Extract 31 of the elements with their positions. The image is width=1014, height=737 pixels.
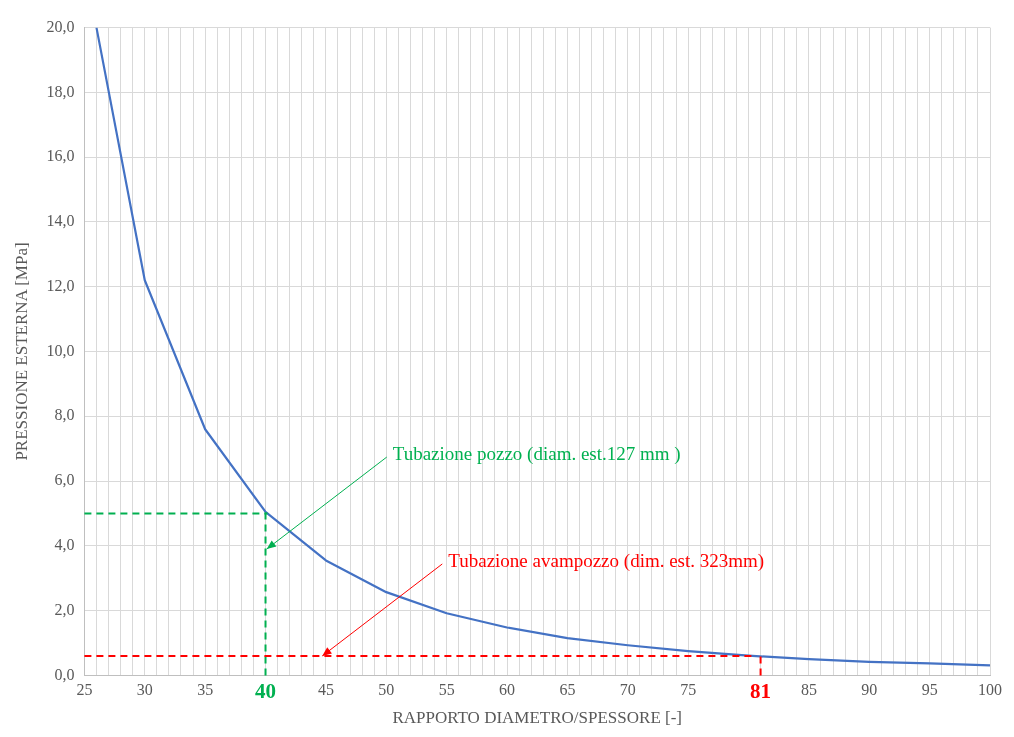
x-tick-label: 25	[76, 681, 93, 699]
x-tick-label: 45	[317, 681, 334, 699]
y-tick-label: 12,0	[46, 276, 75, 294]
y-tick-label: 0,0	[54, 665, 75, 683]
annotation: Tubazione pozzo (diam. est.127 mm )	[392, 443, 681, 466]
ref-line-label: 40	[255, 679, 277, 704]
x-tick-label: 85	[800, 681, 817, 699]
y-axis-title: PRESSIONE ESTERNA [MPa]	[11, 242, 31, 461]
x-tick-label: 90	[861, 681, 878, 699]
y-tick-label: 8,0	[54, 406, 75, 424]
y-tick-label: 16,0	[46, 147, 75, 165]
x-tick-label: 70	[619, 681, 636, 699]
y-tick-label: 10,0	[46, 341, 75, 359]
x-tick-label: 55	[438, 681, 455, 699]
annotation: Tubazione avampozzo (dim. est. 323mm)	[448, 549, 765, 572]
y-tick-label: 18,0	[46, 82, 75, 100]
x-tick-label: 50	[378, 681, 395, 699]
x-tick-label: 60	[499, 681, 516, 699]
ref-line-label: 81	[750, 679, 772, 704]
x-axis-title: RAPPORTO DIAMETRO/SPESSORE [-]	[392, 708, 682, 728]
y-tick-label: 2,0	[54, 600, 75, 618]
y-tick-label: 14,0	[46, 212, 75, 230]
x-tick-label: 30	[136, 681, 153, 699]
y-tick-label: 4,0	[54, 536, 75, 554]
x-tick-label: 95	[921, 681, 938, 699]
x-tick-label: 75	[680, 681, 697, 699]
x-tick-label: 65	[559, 681, 576, 699]
y-tick-label: 20,0	[46, 17, 75, 35]
x-tick-label: 35	[197, 681, 214, 699]
x-tick-label: 100	[978, 681, 1002, 699]
y-tick-label: 6,0	[54, 471, 75, 489]
